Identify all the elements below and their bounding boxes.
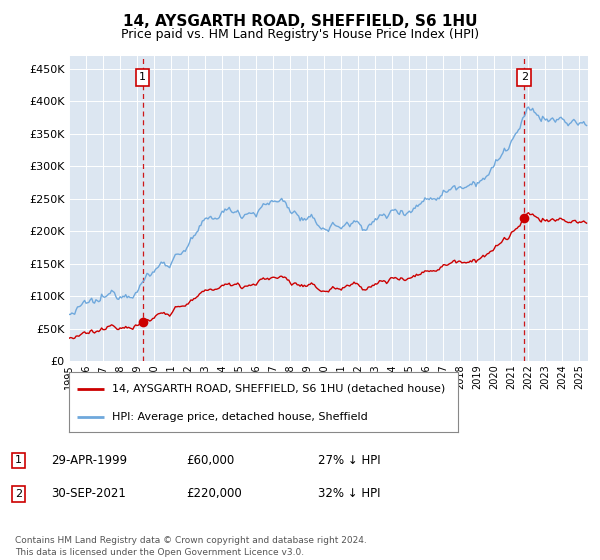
Text: 14, AYSGARTH ROAD, SHEFFIELD, S6 1HU: 14, AYSGARTH ROAD, SHEFFIELD, S6 1HU [123,14,477,29]
Text: 2: 2 [15,489,22,499]
Text: 1: 1 [139,72,146,82]
Text: 1: 1 [15,455,22,465]
Text: 2: 2 [521,72,528,82]
Text: 14, AYSGARTH ROAD, SHEFFIELD, S6 1HU (detached house): 14, AYSGARTH ROAD, SHEFFIELD, S6 1HU (de… [112,384,445,394]
Text: £60,000: £60,000 [186,454,234,467]
Text: HPI: Average price, detached house, Sheffield: HPI: Average price, detached house, Shef… [112,412,368,422]
Text: 27% ↓ HPI: 27% ↓ HPI [318,454,380,467]
Text: Price paid vs. HM Land Registry's House Price Index (HPI): Price paid vs. HM Land Registry's House … [121,28,479,41]
Text: £220,000: £220,000 [186,487,242,501]
Text: 30-SEP-2021: 30-SEP-2021 [51,487,126,501]
Text: 29-APR-1999: 29-APR-1999 [51,454,127,467]
Text: 32% ↓ HPI: 32% ↓ HPI [318,487,380,501]
Text: Contains HM Land Registry data © Crown copyright and database right 2024.
This d: Contains HM Land Registry data © Crown c… [15,536,367,557]
